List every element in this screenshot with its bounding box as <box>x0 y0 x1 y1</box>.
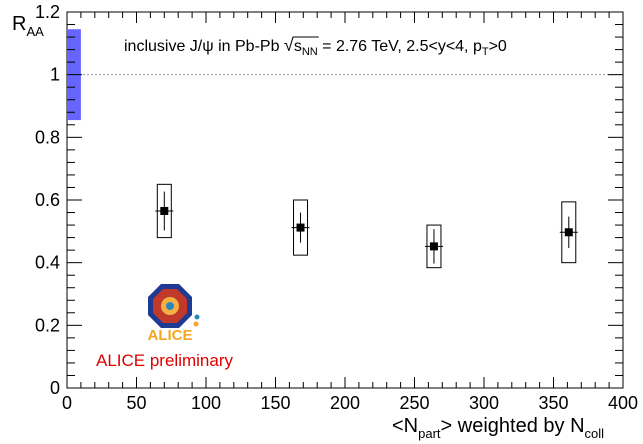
x-axis-ticks: 0 50 100 150 200 250 300 350 400 <box>62 12 638 413</box>
y-tick-label: 0.4 <box>35 253 60 273</box>
x-tick-label: 400 <box>608 393 638 413</box>
x-tick-label: 150 <box>260 393 290 413</box>
x-tick-label: 100 <box>191 393 221 413</box>
x-axis-label: <Npart> weighted by Ncoll <box>392 415 604 441</box>
y-tick-label: 0 <box>50 378 60 398</box>
y-axis-label: RAA <box>12 13 44 39</box>
data-point <box>564 228 573 237</box>
y-tick-label: 1.2 <box>35 2 60 22</box>
x-tick-label: 250 <box>399 393 429 413</box>
x-tick-label: 300 <box>469 393 499 413</box>
data-series <box>155 183 578 269</box>
x-tick-label: 200 <box>330 393 360 413</box>
y-axis-ticks: 0 0.2 0.4 0.6 0.8 1 1.2 <box>35 2 623 398</box>
alice-logo-text: ALICE <box>148 327 193 344</box>
x-tick-label: 50 <box>126 393 146 413</box>
y-tick-label: 1 <box>50 65 60 85</box>
logo-center <box>166 302 174 310</box>
logo-dot-2 <box>193 321 199 327</box>
logo-dot <box>194 314 200 320</box>
data-point <box>296 223 305 232</box>
y-tick-label: 0.6 <box>35 190 60 210</box>
data-point <box>429 242 438 251</box>
y-tick-label: 0.8 <box>35 127 60 147</box>
legend-text: inclusive J/ψ in Pb-Pb √sNN = 2.76 TeV, … <box>124 35 507 58</box>
y-tick-label: 0.2 <box>35 315 60 335</box>
preliminary-label: ALICE preliminary <box>96 351 233 370</box>
alice-logo <box>148 284 200 328</box>
x-tick-label: 0 <box>62 393 72 413</box>
x-tick-label: 350 <box>538 393 568 413</box>
sqrt-symbol: √ <box>284 35 294 55</box>
data-point <box>160 206 169 215</box>
